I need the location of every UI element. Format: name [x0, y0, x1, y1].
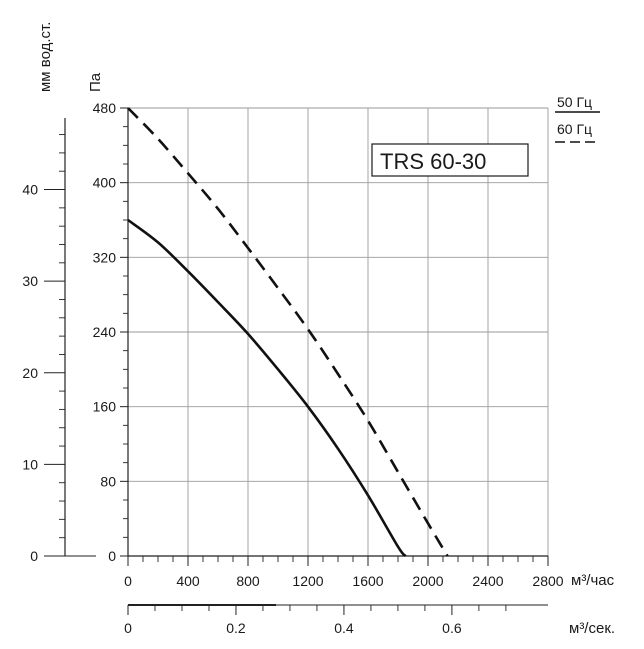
y2-tick-label: 0 [30, 548, 38, 564]
series-line-50hz [127, 218, 407, 557]
y-tick-label: 400 [93, 175, 117, 191]
y2-tick-label: 10 [22, 456, 38, 472]
x2-axis-unit-m3s: м³/сек. [569, 620, 615, 637]
y-tick-label: 160 [93, 399, 117, 415]
y-axis-label-pa: Па [87, 72, 104, 92]
legend-label-50hz: 50 Гц [557, 94, 592, 110]
x-axis-unit-m3h: м³/час [571, 572, 615, 589]
y2-tick-label: 30 [22, 273, 38, 289]
x-tick-label: 0 [124, 573, 132, 589]
x2-tick-label: 0.6 [442, 620, 462, 636]
x-tick-label: 2400 [472, 573, 503, 589]
plot-grid [128, 107, 549, 556]
y-tick-label: 480 [93, 100, 117, 116]
x2-tick-label: 0.2 [226, 620, 246, 636]
y-tick-label: 0 [108, 548, 116, 564]
y-tick-label: 320 [93, 249, 117, 265]
y2-axis-label-mm: мм вод.ст. [37, 22, 54, 92]
x-tick-label: 400 [176, 573, 200, 589]
x2-tick-label: 0.4 [334, 620, 354, 636]
chart-title-box [371, 143, 529, 177]
series-layer [127, 107, 449, 557]
y2-tick-label: 20 [22, 365, 38, 381]
x-tick-label: 2800 [532, 573, 563, 589]
plot-axes: 0 400 800 1200 1600 2000 2400 28000801602403204… [22, 100, 563, 636]
y-tick-label: 80 [100, 473, 116, 489]
x-tick-label: 800 [236, 573, 260, 589]
y-tick-label: 240 [93, 324, 117, 340]
x-tick-label: 2000 [412, 573, 443, 589]
legend-label-60hz: 60 Гц [557, 121, 592, 137]
x2-tick-label: 0 [124, 620, 132, 636]
y2-tick-label: 40 [22, 182, 38, 198]
chart-title: TRS 60-30 [380, 149, 486, 174]
x-tick-label: 1600 [352, 573, 383, 589]
x-tick-label: 1200 [292, 573, 323, 589]
